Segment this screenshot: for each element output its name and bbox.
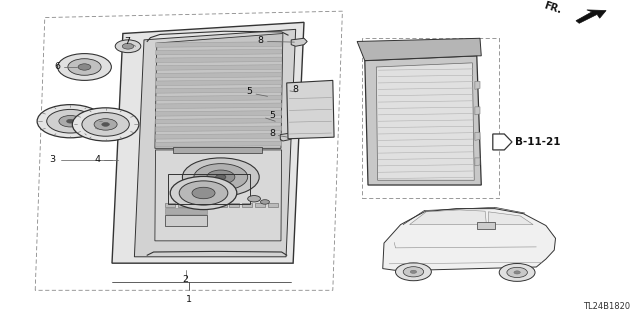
- Bar: [229, 203, 239, 207]
- Circle shape: [47, 109, 94, 133]
- Polygon shape: [488, 212, 533, 225]
- Circle shape: [59, 115, 82, 127]
- Circle shape: [248, 196, 260, 202]
- Polygon shape: [410, 210, 486, 225]
- Circle shape: [194, 164, 248, 190]
- Bar: [255, 203, 265, 207]
- Polygon shape: [156, 80, 282, 85]
- Polygon shape: [576, 10, 606, 23]
- Polygon shape: [287, 80, 334, 139]
- Polygon shape: [475, 81, 480, 89]
- Bar: [242, 203, 252, 207]
- Polygon shape: [156, 49, 282, 55]
- Text: FR.: FR.: [543, 1, 563, 16]
- Circle shape: [514, 271, 520, 274]
- Circle shape: [82, 113, 129, 136]
- Polygon shape: [475, 158, 480, 166]
- Bar: [191, 203, 201, 207]
- Circle shape: [115, 40, 141, 53]
- Polygon shape: [156, 57, 282, 63]
- Text: 8: 8: [292, 85, 299, 94]
- Text: 8: 8: [269, 129, 275, 138]
- Polygon shape: [156, 141, 282, 147]
- Polygon shape: [376, 63, 474, 180]
- Polygon shape: [493, 134, 512, 150]
- Bar: [268, 203, 278, 207]
- Text: 8: 8: [257, 36, 264, 45]
- Text: 3: 3: [49, 155, 56, 164]
- Text: TL24B1820: TL24B1820: [583, 302, 630, 311]
- Polygon shape: [155, 33, 283, 148]
- Circle shape: [67, 119, 74, 123]
- Circle shape: [260, 200, 269, 204]
- Circle shape: [507, 267, 527, 278]
- Polygon shape: [112, 22, 304, 263]
- Polygon shape: [155, 150, 282, 241]
- Circle shape: [499, 263, 535, 281]
- Circle shape: [170, 176, 237, 210]
- Polygon shape: [475, 132, 480, 140]
- Polygon shape: [383, 209, 556, 270]
- Polygon shape: [156, 118, 282, 124]
- Bar: [165, 215, 207, 226]
- Circle shape: [58, 54, 111, 80]
- Polygon shape: [291, 88, 306, 96]
- Bar: [165, 208, 207, 214]
- Text: 1: 1: [186, 295, 192, 304]
- Circle shape: [403, 267, 424, 277]
- Circle shape: [68, 59, 101, 75]
- Circle shape: [192, 187, 215, 199]
- Circle shape: [207, 170, 235, 184]
- Bar: [362, 38, 499, 198]
- Text: 7: 7: [124, 37, 130, 46]
- Circle shape: [94, 119, 117, 130]
- Polygon shape: [475, 107, 480, 115]
- Circle shape: [102, 122, 109, 126]
- Polygon shape: [156, 126, 282, 131]
- Circle shape: [182, 158, 259, 196]
- Circle shape: [78, 64, 91, 70]
- Polygon shape: [156, 111, 282, 116]
- Circle shape: [37, 105, 104, 138]
- Bar: [178, 203, 188, 207]
- Polygon shape: [156, 65, 282, 70]
- Circle shape: [72, 108, 139, 141]
- Polygon shape: [156, 95, 282, 101]
- Text: B-11-21: B-11-21: [515, 137, 561, 147]
- Polygon shape: [134, 29, 296, 257]
- Polygon shape: [156, 88, 282, 93]
- Polygon shape: [291, 38, 307, 46]
- Circle shape: [179, 181, 228, 205]
- Text: 2: 2: [182, 275, 189, 284]
- Circle shape: [410, 270, 417, 273]
- Text: 5: 5: [246, 87, 253, 96]
- Polygon shape: [156, 72, 282, 78]
- Bar: [216, 203, 227, 207]
- Polygon shape: [156, 42, 282, 47]
- Polygon shape: [156, 103, 282, 108]
- Bar: [477, 222, 495, 229]
- Bar: [165, 203, 175, 207]
- Circle shape: [216, 174, 226, 180]
- Polygon shape: [365, 56, 481, 185]
- Bar: [204, 203, 214, 207]
- Text: 4: 4: [94, 155, 100, 164]
- Polygon shape: [357, 38, 481, 61]
- Circle shape: [396, 263, 431, 281]
- Text: 6: 6: [54, 63, 61, 71]
- Text: 5: 5: [269, 111, 275, 120]
- Bar: [173, 147, 262, 153]
- Polygon shape: [280, 133, 294, 141]
- Polygon shape: [156, 134, 282, 139]
- Circle shape: [122, 43, 134, 49]
